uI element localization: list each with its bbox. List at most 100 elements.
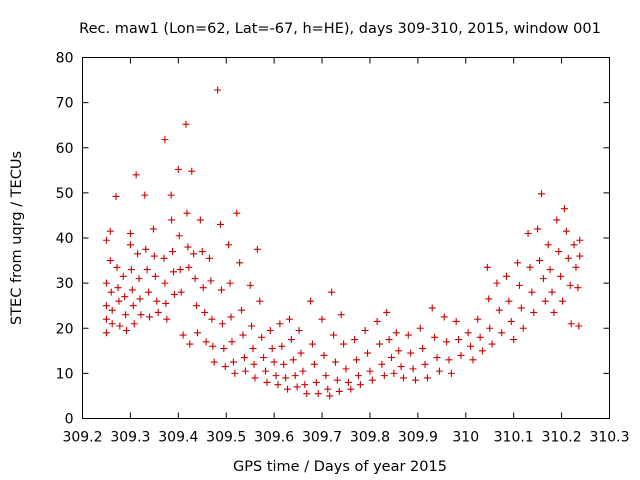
data-point (191, 275, 199, 283)
data-point (161, 279, 169, 287)
data-point (168, 216, 176, 224)
data-point (344, 378, 352, 386)
data-point (419, 345, 427, 353)
data-point (126, 241, 134, 249)
data-point (378, 360, 386, 368)
data-point (193, 302, 201, 310)
data-point (291, 372, 299, 380)
data-point (175, 232, 183, 240)
y-tick-label: 60 (56, 141, 74, 157)
data-point (151, 272, 159, 280)
data-point (421, 360, 429, 368)
data-point (130, 320, 138, 328)
data-point (570, 241, 578, 249)
data-point (364, 349, 372, 357)
data-point (392, 329, 400, 337)
data-point (154, 308, 162, 316)
data-point (395, 347, 403, 355)
data-point (256, 297, 264, 305)
data-point (515, 281, 523, 289)
data-point (134, 250, 142, 258)
data-point (233, 209, 241, 217)
data-point (241, 367, 249, 375)
data-point (544, 241, 552, 249)
data-point (263, 378, 271, 386)
data-point (274, 381, 282, 389)
data-point (550, 308, 558, 316)
data-point (337, 311, 345, 319)
data-point (184, 243, 192, 251)
data-point (307, 297, 315, 305)
data-point (280, 360, 288, 368)
data-point (227, 313, 235, 321)
data-point (486, 324, 494, 332)
x-tick-label: 310.3 (589, 430, 629, 446)
data-point (330, 331, 338, 339)
data-point (141, 191, 149, 199)
data-point (541, 297, 549, 305)
data-point (576, 252, 584, 260)
data-point (483, 263, 491, 271)
data-point (207, 277, 215, 285)
data-point (248, 322, 256, 330)
data-point (310, 360, 318, 368)
data-point (314, 390, 322, 398)
data-point (170, 268, 178, 276)
data-point (342, 365, 350, 373)
data-point (108, 306, 116, 314)
data-point (488, 340, 496, 348)
data-point (121, 293, 129, 301)
data-point (308, 340, 316, 348)
data-point (220, 345, 228, 353)
data-point (479, 347, 487, 355)
data-point (576, 236, 584, 244)
data-point (443, 338, 451, 346)
data-point (129, 302, 137, 310)
data-point (199, 284, 207, 292)
data-point (108, 320, 116, 328)
x-tick-label: 309.2 (62, 430, 102, 446)
data-point (433, 354, 441, 362)
data-point (361, 327, 369, 335)
data-point (136, 295, 144, 303)
data-point (228, 338, 236, 346)
data-point (476, 333, 484, 341)
data-point (493, 279, 501, 287)
data-point (376, 340, 384, 348)
data-point (295, 327, 303, 335)
data-point (102, 236, 110, 244)
data-point (445, 356, 453, 364)
data-point (249, 345, 257, 353)
data-point (297, 349, 305, 357)
axis-ticks (82, 57, 610, 419)
data-point (574, 284, 582, 292)
data-point (390, 369, 398, 377)
data-point (557, 272, 565, 280)
x-tick-label: 309.9 (398, 430, 438, 446)
data-point (455, 336, 463, 344)
y-tick-label: 0 (65, 412, 74, 428)
data-point (467, 342, 475, 350)
data-point (353, 356, 361, 364)
data-point (388, 354, 396, 362)
data-point (505, 297, 513, 305)
data-point (193, 329, 201, 337)
data-point (485, 295, 493, 303)
data-point (440, 313, 448, 321)
data-point (530, 308, 538, 316)
data-point (428, 304, 436, 312)
data-point (276, 320, 284, 328)
data-point (210, 358, 218, 366)
data-point (536, 257, 544, 265)
data-point (231, 369, 239, 377)
data-point (258, 333, 266, 341)
data-point (537, 190, 545, 198)
data-point (123, 327, 131, 335)
data-point (373, 317, 381, 325)
data-point (333, 376, 341, 384)
data-point (326, 392, 334, 400)
data-point (150, 252, 158, 260)
y-tick-label: 50 (56, 186, 74, 202)
data-point (303, 390, 311, 398)
